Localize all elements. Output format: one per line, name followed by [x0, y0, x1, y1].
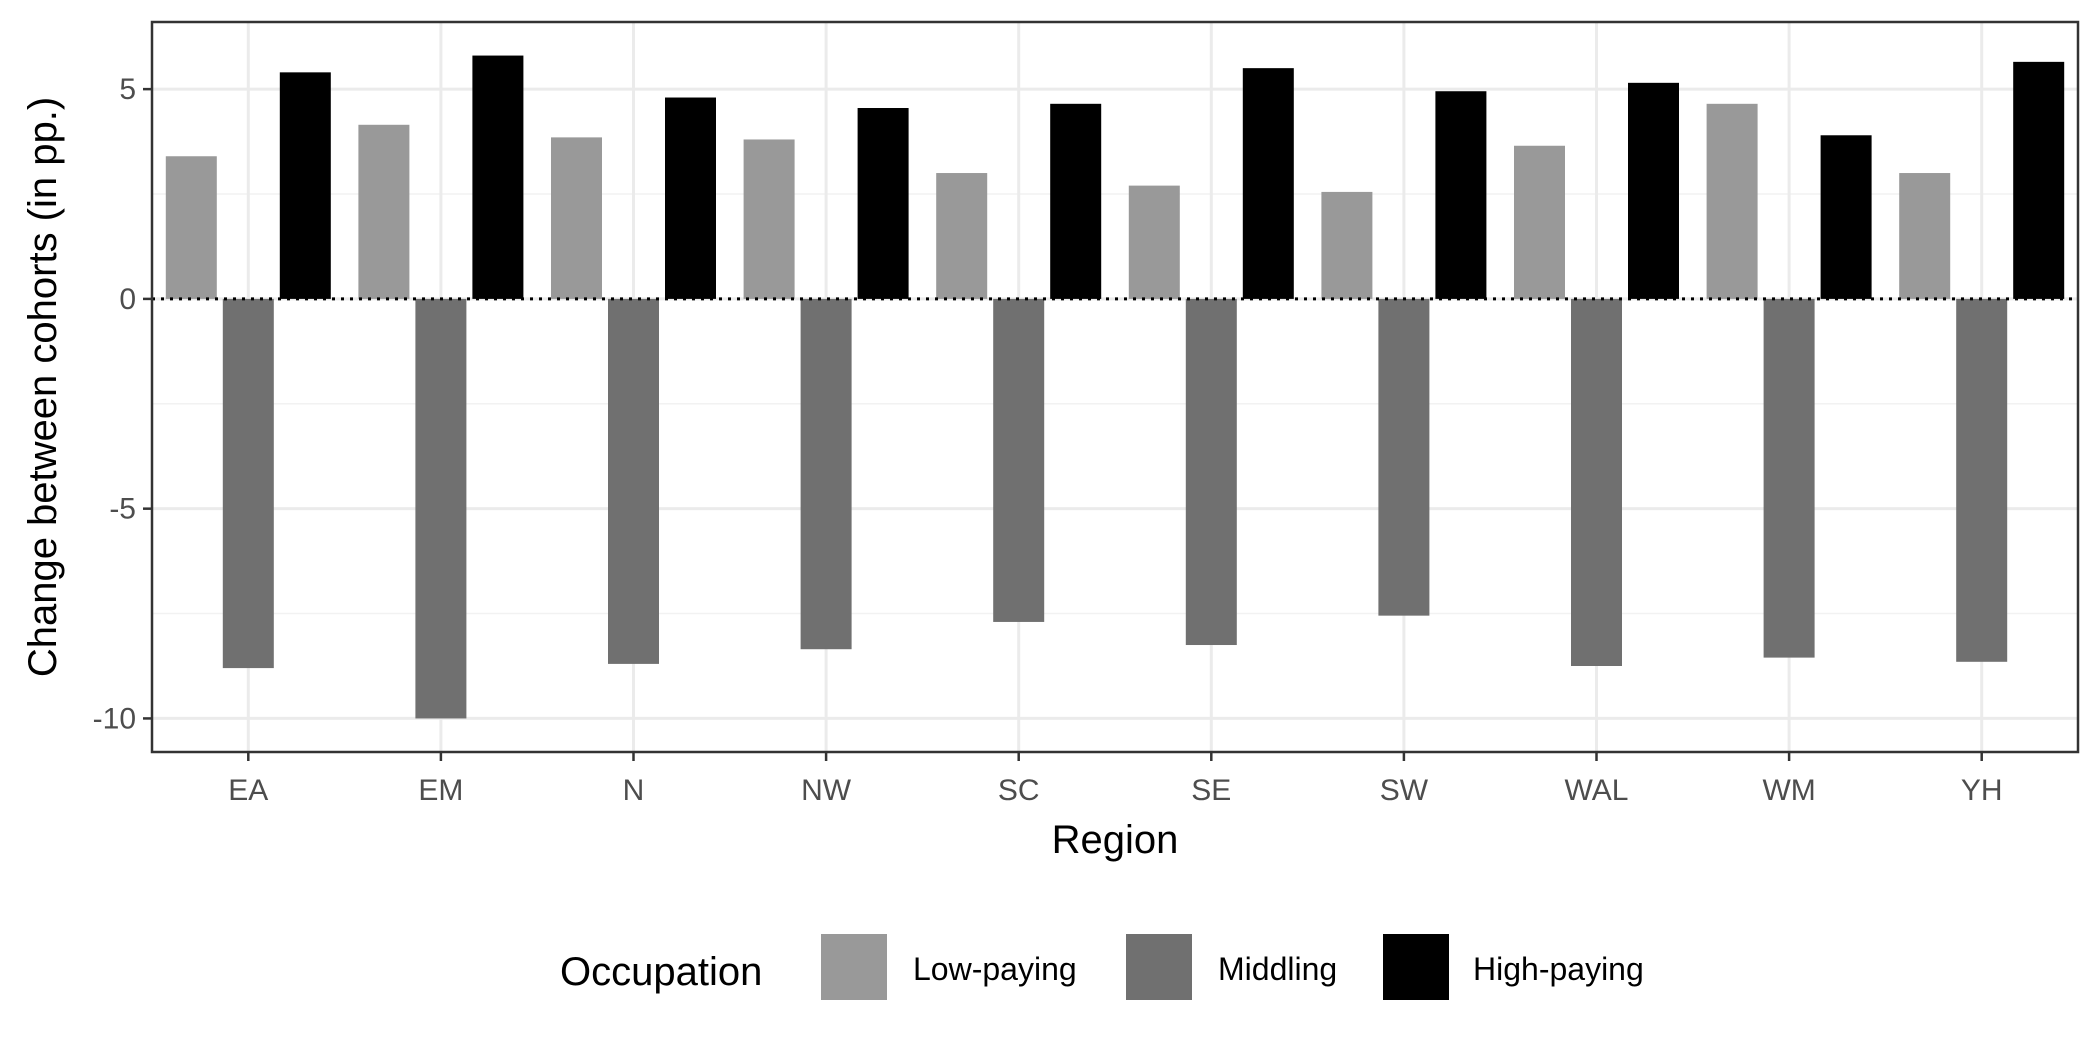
bar-middling-sc	[993, 298, 1045, 622]
bar-high-paying-wm	[1820, 135, 1872, 299]
bar-low-paying-nw	[743, 139, 795, 299]
legend-label-middling: Middling	[1218, 951, 1337, 987]
legend-key-high-paying	[1383, 934, 1449, 1000]
bar-middling-se	[1185, 298, 1237, 646]
x-axis-ticks: EA EM N NW SC SE SW WAL WM YH	[228, 752, 2003, 807]
legend-key-low-paying	[821, 934, 887, 1000]
x-tick-label: SE	[1191, 774, 1231, 807]
y-tick-label: -10	[93, 702, 136, 735]
x-tick-label: WAL	[1565, 774, 1629, 807]
bars	[165, 55, 2065, 719]
bar-low-paying-yh	[1899, 173, 1951, 299]
bar-high-paying-wal	[1628, 82, 1679, 299]
x-tick-label: NW	[801, 774, 852, 807]
x-tick-label: N	[623, 774, 645, 807]
y-axis-title: Change between cohorts (in pp.)	[21, 97, 65, 677]
bar-low-paying-se	[1128, 185, 1180, 299]
bar-high-paying-se	[1242, 68, 1294, 299]
bar-middling-em	[415, 298, 467, 719]
x-tick-label: EA	[228, 774, 268, 807]
legend-label-high-paying: High-paying	[1473, 951, 1644, 987]
bar-high-paying-sw	[1435, 91, 1487, 299]
bar-middling-wm	[1763, 298, 1815, 658]
bar-high-paying-yh	[2013, 61, 2065, 299]
bar-high-paying-n	[665, 97, 716, 299]
x-tick-label: SW	[1380, 774, 1429, 807]
bar-middling-ea	[222, 298, 274, 669]
bar-low-paying-ea	[165, 156, 217, 299]
y-tick-label: 0	[119, 283, 136, 316]
bar-high-paying-sc	[1050, 103, 1102, 299]
x-tick-label: SC	[998, 774, 1040, 807]
legend-key-middling	[1126, 934, 1192, 1000]
bar-low-paying-sc	[936, 173, 988, 299]
y-tick-label: 5	[119, 73, 136, 106]
bar-high-paying-em	[472, 55, 524, 299]
bar-low-paying-em	[358, 124, 410, 299]
bar-middling-wal	[1571, 298, 1622, 666]
x-tick-label: YH	[1961, 774, 2003, 807]
plot-border	[150, 20, 2080, 754]
bar-high-paying-ea	[279, 72, 331, 299]
y-axis-ticks: -10 -5 0 5	[93, 73, 152, 735]
bar-low-paying-wm	[1706, 103, 1758, 299]
legend-title: Occupation	[560, 950, 762, 994]
x-tick-label: EM	[418, 774, 463, 807]
bar-middling-n	[608, 298, 659, 664]
bar-low-paying-wal	[1514, 145, 1565, 299]
legend: Occupation Low-paying Middling High-paying	[560, 934, 1644, 1000]
x-axis-title: Region	[1052, 818, 1179, 862]
bar-low-paying-sw	[1321, 191, 1373, 299]
x-tick-label: WM	[1762, 774, 1815, 807]
bar-middling-nw	[800, 298, 852, 650]
bar-low-paying-n	[551, 137, 602, 299]
bar-middling-sw	[1378, 298, 1430, 616]
bar-high-paying-nw	[857, 108, 909, 299]
bar-middling-yh	[1956, 298, 2008, 662]
legend-label-low-paying: Low-paying	[913, 951, 1077, 987]
y-tick-label: -5	[109, 493, 136, 526]
